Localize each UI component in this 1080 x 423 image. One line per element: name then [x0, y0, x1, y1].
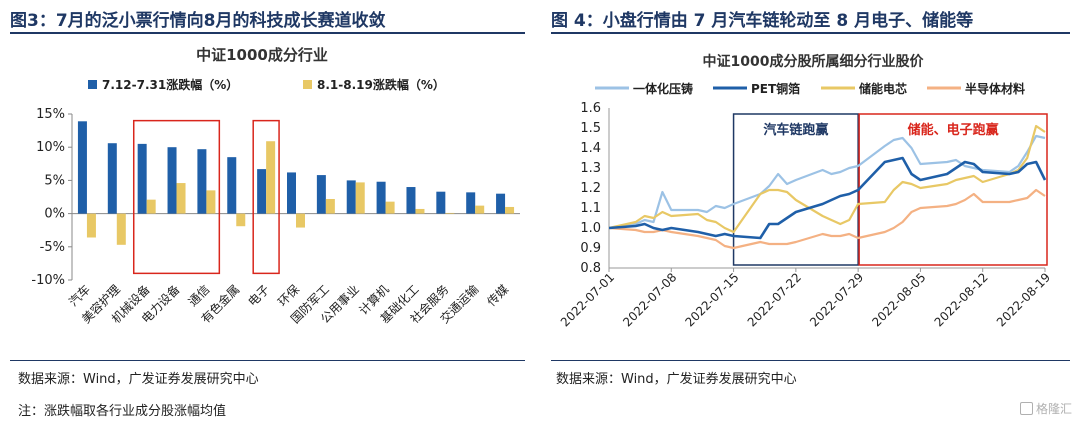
bar-category-label: 传媒	[484, 282, 512, 310]
bar-jul	[77, 121, 87, 214]
line-y-tick-label: 1.4	[580, 141, 601, 156]
bar-aug	[325, 198, 335, 214]
right-source-text: 数据来源：Wind，广发证券发展研究中心	[556, 372, 797, 387]
bar-jul	[436, 191, 446, 214]
line-storage	[608, 124, 1046, 234]
bar-jul	[466, 192, 476, 214]
bar-aug	[505, 206, 515, 214]
bar-y-tick-label: 10%	[36, 140, 65, 155]
bar-aug	[445, 212, 455, 214]
bar-highlight-boxes	[132, 119, 280, 275]
line-y-tick-label: 1.3	[580, 161, 601, 176]
bar-aug	[475, 205, 485, 214]
line-series	[608, 124, 1047, 250]
left-source-rule	[10, 360, 525, 361]
highlight-box	[252, 119, 280, 275]
bar-aug	[355, 182, 365, 214]
line-legend: 一体化压铸 PET铜箔 储能电芯 半导体材料	[595, 81, 1025, 96]
line-y-tick-label: 0.8	[580, 261, 601, 276]
bar-jul	[197, 149, 207, 214]
bar-y-axis: 15% 10% 5% 0% -5% -10%	[31, 107, 520, 288]
legend-swatch-aug	[303, 80, 312, 89]
bar-y-tick-label: -10%	[31, 273, 65, 288]
line-pet	[608, 156, 1047, 240]
line-x-tick-label: 2022-07-22	[745, 270, 804, 329]
annotation-label: 储能、电子跑赢	[907, 122, 999, 138]
line-semi	[608, 188, 1046, 250]
bar-aug	[266, 141, 276, 214]
bar-chart: 中证1000成分行业 7.12-7.31涨跌幅（%） 8.1-8.19涨跌幅（%…	[31, 46, 520, 327]
bar-jul	[406, 187, 416, 214]
line-x-tick-label: 2022-07-15	[682, 270, 741, 329]
legend-label-casting: 一体化压铸	[633, 81, 693, 96]
highlight-box	[132, 119, 221, 275]
bar-aug	[146, 199, 156, 214]
annotation-label: 汽车链跑赢	[763, 122, 828, 138]
bar-y-tick-label: -5%	[40, 240, 65, 255]
bar-y-tick-label: 5%	[44, 173, 65, 188]
legend-label-aug: 8.1-8.19涨跌幅（%）	[317, 77, 445, 92]
right-source-rule	[551, 360, 1070, 361]
left-source-text: 数据来源：Wind，广发证券发展研究中心	[18, 372, 259, 387]
line-x-axis: 2022-07-01 2022-07-08 2022-07-15 2022-07-22…	[558, 268, 1053, 329]
bar-jul	[376, 181, 386, 214]
bar-aug	[236, 213, 246, 227]
line-y-tick-label: 1.6	[580, 101, 601, 116]
line-x-tick-label: 2022-07-29	[807, 270, 866, 329]
bar-category-label: 电子	[245, 282, 272, 309]
bar-legend: 7.12-7.31涨跌幅（%） 8.1-8.19涨跌幅（%）	[88, 77, 445, 92]
legend-label-pet: PET铜箔	[751, 81, 800, 96]
legend-label-jul: 7.12-7.31涨跌幅（%）	[102, 77, 238, 92]
bar-aug	[176, 183, 186, 214]
bar-jul	[257, 169, 267, 214]
bar-series	[77, 121, 515, 245]
legend-label-semi: 半导体材料	[965, 81, 1025, 96]
bar-y-tick-label: 0%	[44, 207, 65, 222]
line-x-tick-label: 2022-07-08	[620, 270, 679, 329]
line-x-tick-label: 2022-08-19	[994, 270, 1053, 329]
line-chart: 中证1000成分股所属细分行业股价 一体化压铸 PET铜箔 储能电芯 半导体材料…	[558, 53, 1053, 329]
line-chart-title: 中证1000成分股所属细分行业股价	[703, 53, 925, 70]
bar-jul	[346, 180, 356, 214]
line-y-tick-label: 1.2	[580, 181, 601, 196]
line-x-tick-label: 2022-07-01	[558, 270, 617, 329]
bar-y-tick-label: 15%	[36, 107, 65, 122]
bar-aug	[296, 213, 305, 228]
bar-jul	[167, 147, 177, 214]
bar-aug	[415, 208, 425, 214]
bar-chart-title: 中证1000成分行业	[196, 46, 328, 64]
bar-jul	[287, 172, 296, 214]
left-note-text: 注：涨跌幅取各行业成分股涨幅均值	[18, 404, 227, 419]
bar-aug	[385, 201, 395, 214]
left-title-rule	[10, 32, 525, 34]
line-y-tick-label: 1.5	[580, 121, 601, 136]
legend-label-storage: 储能电芯	[859, 81, 907, 96]
line-casting	[608, 134, 1046, 230]
bar-aug	[86, 213, 96, 238]
bar-jul	[496, 193, 506, 214]
line-y-tick-label: 0.9	[580, 241, 601, 256]
bar-aug	[116, 213, 126, 245]
right-title-rule	[551, 32, 1070, 34]
right-figure-title: 图 4：小盘行情由 7 月汽车链轮动至 8 月电子、储能等	[551, 11, 974, 31]
watermark-text: 格隆汇	[1035, 402, 1072, 416]
bar-jul	[107, 143, 117, 214]
line-y-tick-label: 1.0	[580, 221, 601, 236]
watermark-logo-icon	[1019, 402, 1033, 415]
bar-aug	[206, 190, 216, 214]
line-x-tick-label: 2022-08-05	[869, 270, 928, 329]
line-y-axis: 1.6 1.5 1.4 1.3 1.2 1.1 1.0 0.9 0.8	[580, 101, 1045, 276]
line-x-tick-label: 2022-08-12	[932, 270, 991, 329]
bar-jul	[137, 143, 147, 214]
legend-swatch-jul	[88, 80, 97, 89]
left-figure-title: 图3：7月的泛小票行情向8月的科技成长赛道收敛	[10, 11, 386, 31]
bar-jul	[316, 175, 326, 214]
watermark: 格隆汇	[1019, 400, 1072, 417]
line-y-tick-label: 1.1	[580, 201, 601, 216]
bar-jul	[227, 157, 237, 214]
